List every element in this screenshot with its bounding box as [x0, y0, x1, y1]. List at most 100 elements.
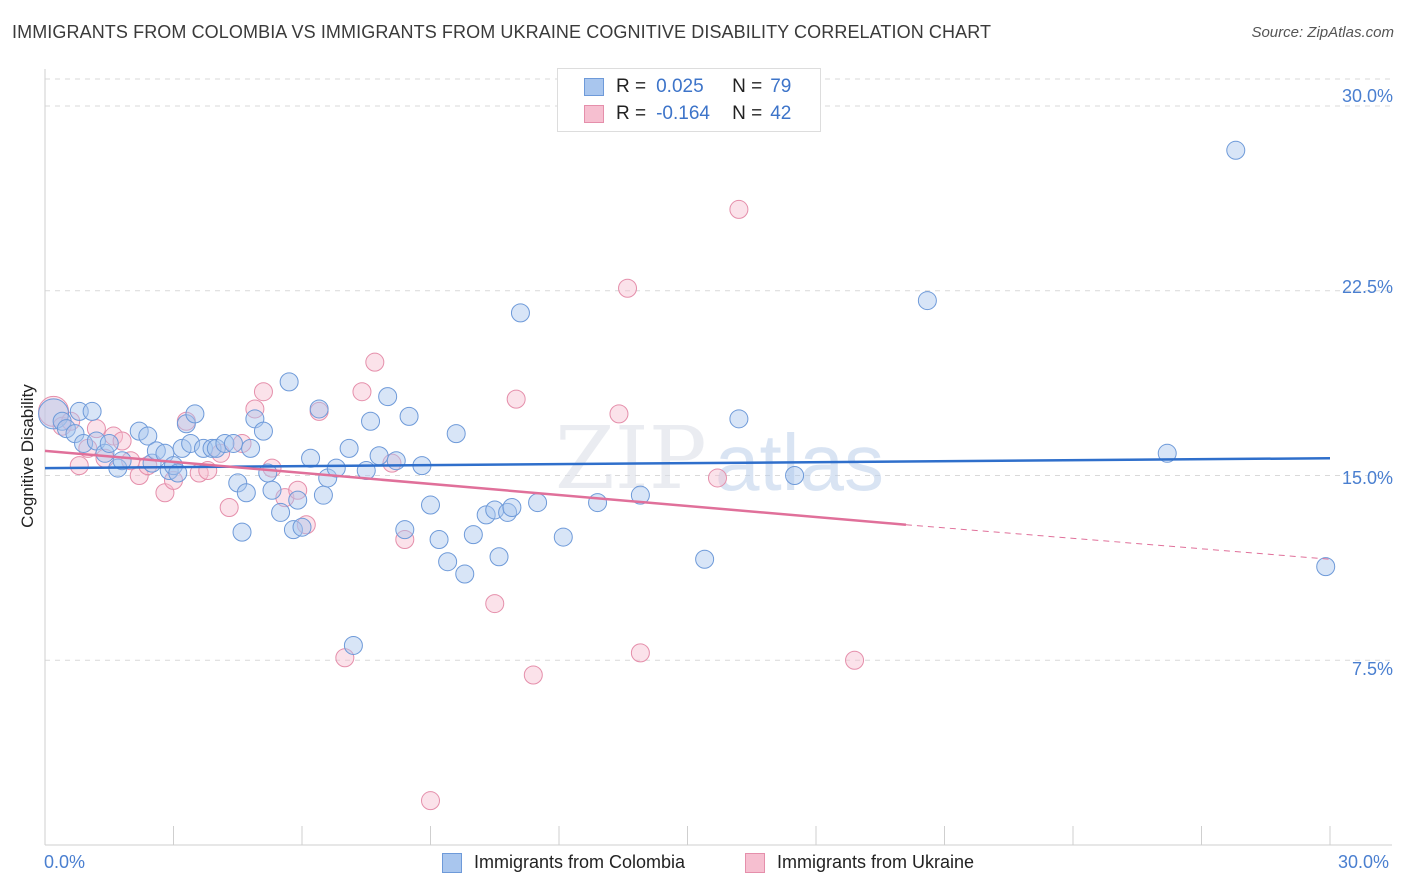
data-point [369, 446, 389, 466]
bottom-legend-label-ukraine: Immigrants from Ukraine [777, 852, 975, 872]
data-point [82, 401, 102, 421]
data-point [185, 404, 205, 424]
y-tick-label: 22.5% [1341, 277, 1393, 297]
data-point [69, 456, 89, 476]
data-point [421, 495, 440, 515]
data-point [609, 404, 629, 424]
legend-r-value: 0.025 [656, 76, 704, 97]
data-point [309, 399, 329, 419]
data-point [301, 448, 321, 468]
trend-lines [44, 449, 1331, 560]
data-point [168, 463, 188, 483]
data-point [99, 433, 119, 453]
data-point [241, 438, 261, 458]
data-point [288, 480, 308, 500]
y-axis-label: Cognitive Disability [18, 384, 37, 528]
x-tick-label: 30.0% [1338, 852, 1390, 872]
data-point [245, 399, 265, 419]
watermark: ZIP atlas [555, 409, 884, 509]
x-tick-label: 0.0% [44, 852, 86, 872]
data-point [785, 465, 805, 485]
data-point [630, 485, 650, 505]
trend-line-ukraine-extension [905, 524, 1331, 560]
data-point [588, 493, 608, 513]
data-point [232, 522, 252, 542]
data-point [95, 443, 115, 463]
bottom-legend-ukraine: Immigrants from Ukraine [745, 852, 974, 873]
legend-n-label: N = [732, 103, 763, 124]
data-point [352, 382, 372, 402]
data-point [1316, 557, 1336, 577]
data-point [395, 530, 415, 550]
legend-swatch-colombia [584, 78, 604, 96]
chart-source: Source: ZipAtlas.com [1251, 24, 1394, 41]
data-point [202, 438, 222, 458]
data-point [729, 409, 749, 429]
data-point [365, 352, 385, 372]
data-point [253, 382, 273, 402]
data-point [523, 665, 543, 685]
data-point [429, 530, 449, 550]
data-point [223, 433, 243, 453]
bottom-legend-colombia: Immigrants from Colombia [442, 852, 685, 873]
y-tick-label: 30.0% [1341, 86, 1393, 106]
legend-row-colombia: R = 0.025 N = 79 [584, 75, 791, 99]
correlation-legend: R = 0.025 N = 79 R = -0.164 N = 42 [557, 68, 821, 132]
data-point [313, 485, 333, 505]
y-tick-label: 7.5% [1351, 659, 1393, 679]
legend-r-label: R = [616, 103, 647, 124]
data-point [339, 438, 359, 458]
data-point [695, 549, 715, 569]
data-point [361, 411, 381, 431]
legend-n-value: 42 [770, 103, 792, 124]
data-point [395, 520, 415, 540]
chart-title: IMMIGRANTS FROM COLOMBIA VS IMMIGRANTS F… [12, 22, 992, 42]
legend-swatch-ukraine [584, 105, 604, 123]
data-point [528, 493, 548, 513]
data-point [181, 433, 201, 453]
bottom-legend-swatch-ukraine [745, 852, 765, 873]
data-point [292, 517, 312, 537]
legend-r-label: R = [616, 76, 647, 97]
data-point [489, 547, 509, 567]
data-point [279, 372, 299, 392]
y-tick-label: 15.0% [1341, 468, 1393, 488]
legend-n-label: N = [732, 76, 763, 97]
grid-lines [45, 78, 1392, 661]
data-point [506, 389, 526, 409]
legend-n-value: 79 [770, 76, 792, 97]
series-colombia [38, 140, 1336, 655]
data-point [378, 387, 398, 407]
data-point [271, 502, 291, 522]
data-point [236, 483, 256, 503]
bottom-legend-label-colombia: Immigrants from Colombia [474, 852, 686, 872]
bottom-legend-swatch-colombia [442, 852, 462, 873]
data-point [253, 421, 273, 441]
data-point [618, 278, 638, 298]
data-point [502, 498, 522, 518]
trend-line-colombia [44, 456, 1331, 470]
data-point [438, 552, 458, 572]
data-point [630, 643, 650, 663]
legend-r-value: -0.164 [656, 103, 710, 124]
data-point [707, 468, 727, 488]
data-point [1226, 140, 1246, 160]
data-point [399, 406, 419, 426]
data-point [421, 791, 440, 811]
legend-row-ukraine: R = -0.164 N = 42 [584, 102, 791, 126]
data-point [845, 650, 865, 670]
axes [44, 69, 1392, 846]
data-point [219, 498, 239, 518]
trend-line-ukraine [44, 449, 907, 526]
data-point [463, 525, 483, 545]
data-point [262, 480, 282, 500]
data-point [138, 426, 158, 446]
data-point [288, 490, 308, 510]
data-point [455, 564, 475, 584]
data-point [343, 635, 363, 655]
data-point [553, 527, 573, 547]
data-point [510, 303, 530, 323]
data-point [917, 291, 937, 311]
